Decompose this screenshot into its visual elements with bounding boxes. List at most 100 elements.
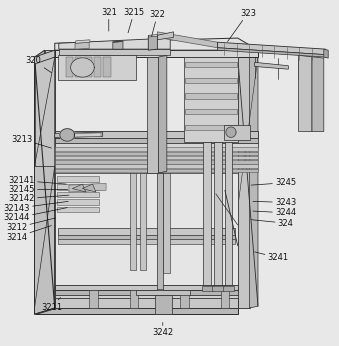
Polygon shape [35,50,55,64]
Polygon shape [225,142,232,289]
Text: 3215: 3215 [123,8,145,33]
Polygon shape [35,308,238,314]
Polygon shape [74,133,101,137]
Polygon shape [184,57,238,142]
Polygon shape [65,57,73,77]
Polygon shape [94,57,101,77]
Text: 32141: 32141 [8,176,66,185]
Polygon shape [55,290,238,295]
Polygon shape [180,290,189,308]
Polygon shape [55,164,258,168]
Text: 3243: 3243 [253,198,296,207]
Polygon shape [75,42,89,49]
Polygon shape [82,184,96,192]
Polygon shape [238,57,250,308]
Polygon shape [157,173,163,290]
Text: 3241: 3241 [255,252,289,262]
Polygon shape [45,50,55,308]
Polygon shape [146,57,158,173]
Polygon shape [58,235,235,239]
Polygon shape [55,50,258,57]
Polygon shape [57,199,99,205]
Text: 3214: 3214 [6,226,52,242]
Polygon shape [72,184,86,192]
Polygon shape [203,142,211,289]
Polygon shape [226,127,236,137]
Polygon shape [224,125,250,140]
Polygon shape [185,62,237,67]
Polygon shape [148,35,157,50]
Polygon shape [185,109,237,114]
Polygon shape [59,49,170,55]
Polygon shape [157,289,163,295]
Polygon shape [35,50,45,314]
Text: 322: 322 [149,10,165,36]
Polygon shape [57,207,99,212]
Polygon shape [55,138,258,143]
Polygon shape [250,50,258,308]
Text: 32143: 32143 [3,201,68,213]
Polygon shape [35,166,55,314]
Polygon shape [58,228,235,235]
Text: 320: 320 [25,56,52,73]
Polygon shape [89,290,98,308]
Polygon shape [148,35,157,37]
Polygon shape [55,169,258,172]
Polygon shape [223,286,234,291]
Polygon shape [55,152,258,155]
Polygon shape [157,32,218,48]
Polygon shape [55,160,258,164]
Polygon shape [59,38,170,49]
Text: 3212: 3212 [6,218,56,232]
Polygon shape [57,184,99,190]
Polygon shape [35,57,55,166]
Polygon shape [58,239,235,244]
Polygon shape [163,173,170,273]
Polygon shape [130,173,136,270]
Polygon shape [71,58,94,77]
Polygon shape [113,41,123,42]
Polygon shape [255,62,288,69]
Polygon shape [55,131,258,138]
Polygon shape [155,295,172,314]
Polygon shape [84,57,92,77]
Text: 3211: 3211 [41,298,62,312]
Text: 323: 323 [227,9,256,42]
Polygon shape [213,286,223,291]
Text: 3244: 3244 [253,208,296,217]
Polygon shape [137,290,191,295]
Polygon shape [69,183,106,192]
Polygon shape [158,55,167,173]
Polygon shape [57,176,99,182]
Text: 321: 321 [101,8,117,31]
Polygon shape [324,49,328,58]
Text: 32145: 32145 [8,185,67,194]
Polygon shape [185,93,237,99]
Text: 324: 324 [251,219,294,228]
Polygon shape [185,125,237,130]
Text: 32144: 32144 [3,208,67,222]
Polygon shape [76,40,90,43]
Polygon shape [55,295,238,298]
Polygon shape [58,55,137,80]
Polygon shape [103,57,111,77]
Polygon shape [113,42,123,49]
Text: 3242: 3242 [152,322,173,337]
Polygon shape [55,38,258,50]
Polygon shape [312,57,324,131]
Polygon shape [221,290,229,308]
Polygon shape [55,298,238,308]
Polygon shape [185,78,237,83]
Polygon shape [202,286,213,291]
Polygon shape [157,32,174,40]
Polygon shape [57,192,99,197]
Polygon shape [130,290,138,308]
Polygon shape [55,147,258,151]
Polygon shape [55,285,238,290]
Polygon shape [299,55,312,131]
Polygon shape [75,57,82,77]
Polygon shape [218,48,325,57]
Text: 3213: 3213 [11,135,52,148]
Polygon shape [214,142,221,289]
Text: 3245: 3245 [251,178,296,187]
